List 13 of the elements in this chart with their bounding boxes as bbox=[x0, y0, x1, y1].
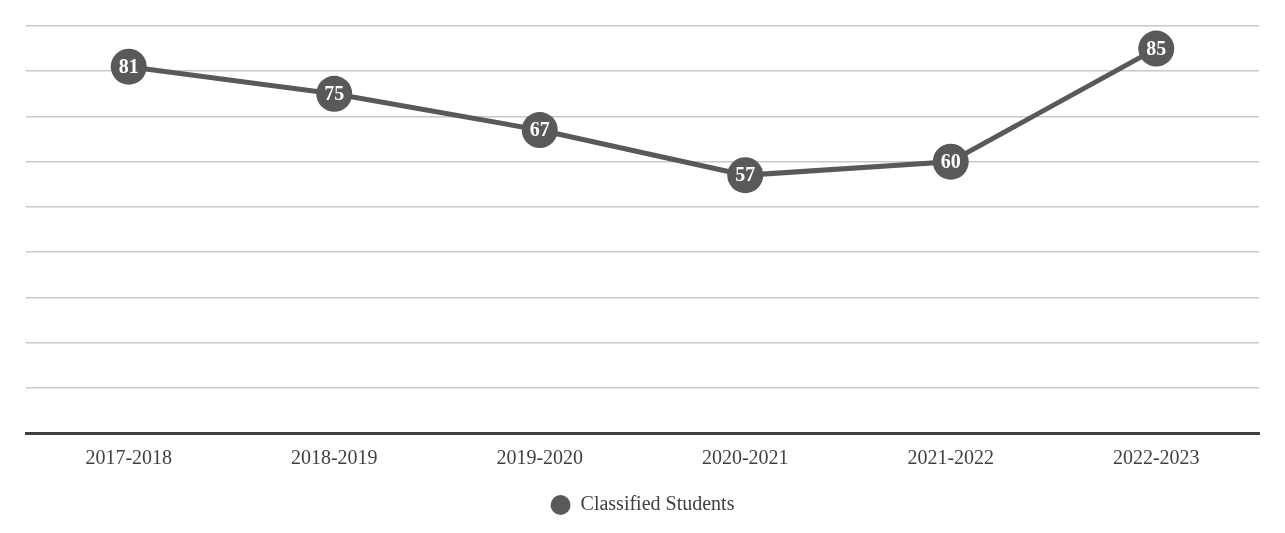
x-tick-label: 2020-2021 bbox=[701, 446, 789, 469]
x-tick-label: 2021-2022 bbox=[907, 446, 995, 469]
data-label: 81 bbox=[118, 54, 139, 77]
x-tick-label: 2018-2019 bbox=[290, 446, 378, 469]
x-tick-label: 2017-2018 bbox=[85, 446, 173, 469]
data-label: 57 bbox=[735, 163, 756, 186]
data-label: 75 bbox=[324, 82, 345, 105]
data-label: 67 bbox=[529, 118, 550, 141]
data-label: 85 bbox=[1146, 36, 1167, 59]
legend-label: Classified Students bbox=[580, 492, 735, 515]
x-tick-label: 2022-2023 bbox=[1112, 446, 1200, 469]
x-tick-label: 2019-2020 bbox=[496, 446, 584, 469]
data-label: 60 bbox=[940, 149, 961, 172]
